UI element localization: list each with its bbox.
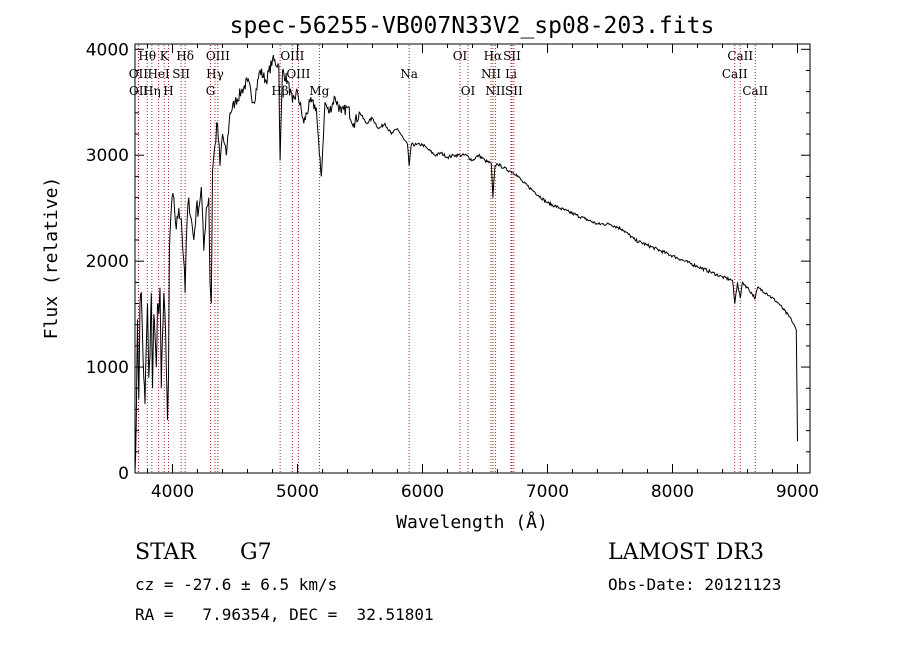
x-tick-label-3: 7000 [526, 482, 569, 502]
spectrum-chart: spec-56255-VB007N33V2_sp08-203.fits Hθ OI… [41, 13, 819, 533]
line-label-21: NII [485, 84, 505, 98]
line-label-2: OII [129, 84, 149, 98]
y-tick-label-2: 2000 [86, 252, 129, 272]
line-label-11: G [206, 84, 216, 98]
plot-frame [134, 43, 811, 474]
line-label-20: NII [481, 67, 501, 81]
line-label-6: SII [172, 67, 190, 81]
line-label-8: Hδ [176, 49, 194, 63]
y-tick-label-4: 4000 [86, 40, 129, 60]
y-axis-label: Flux (relative) [41, 177, 62, 340]
line-label-22: SII [503, 49, 521, 63]
line-label-7: H [163, 84, 173, 98]
redshift-cz: cz = -27.6 ± 6.5 km/s [135, 575, 338, 594]
x-axis-ticks: 4000 5000 6000 7000 8000 9000 [147, 44, 819, 502]
line-label-1: OII [129, 67, 149, 81]
x-tick-label-4: 8000 [651, 482, 694, 502]
x-tick-label-5: 9000 [776, 482, 819, 502]
line-label-15: Mg [309, 84, 329, 98]
y-tick-label-1: 1000 [86, 358, 129, 378]
line-label-10: Hγ [206, 67, 224, 81]
line-label-0: Hθ [138, 49, 156, 63]
line-label-27: CaII [742, 84, 768, 98]
x-tick-label-2: 6000 [401, 482, 444, 502]
subclass: G7 [240, 540, 272, 565]
y-tick-label-0: 0 [118, 464, 129, 484]
line-label-9: OIII [206, 49, 230, 63]
coordinates: RA = 7.96354, DEC = 32.51801 [135, 605, 434, 624]
spectrum-series-line [134, 55, 798, 474]
survey-name: LAMOST DR3 [608, 540, 764, 565]
line-label-14: OIII [286, 67, 310, 81]
obs-date: Obs-Date: 20121123 [608, 575, 782, 594]
x-tick-label-1: 5000 [276, 482, 319, 502]
line-label-26: CaII [722, 67, 748, 81]
line-label-24: SII [505, 84, 523, 98]
line-label-13: OIII [280, 49, 304, 63]
line-label-5: K [160, 49, 170, 63]
line-label-17: OI [453, 49, 468, 63]
line-label-3: Hη [143, 84, 161, 98]
object-class: STAR [135, 540, 196, 565]
chart-title: spec-56255-VB007N33V2_sp08-203.fits [230, 13, 715, 39]
x-axis-label: Wavelength (Å) [396, 511, 548, 533]
line-label-18: OI [461, 84, 476, 98]
line-label-12: Hβ [271, 84, 288, 98]
line-label-4: HeI [147, 67, 170, 81]
line-label-25: CaII [727, 49, 753, 63]
x-tick-label-0: 4000 [151, 482, 194, 502]
y-axis-ticks: 0 1000 2000 3000 4000 [86, 40, 810, 484]
line-label-19: Hα [484, 49, 503, 63]
y-tick-label-3: 3000 [86, 146, 129, 166]
line-label-23: Li [505, 67, 517, 81]
line-label-16: Na [400, 67, 418, 81]
line-markers [137, 45, 756, 472]
